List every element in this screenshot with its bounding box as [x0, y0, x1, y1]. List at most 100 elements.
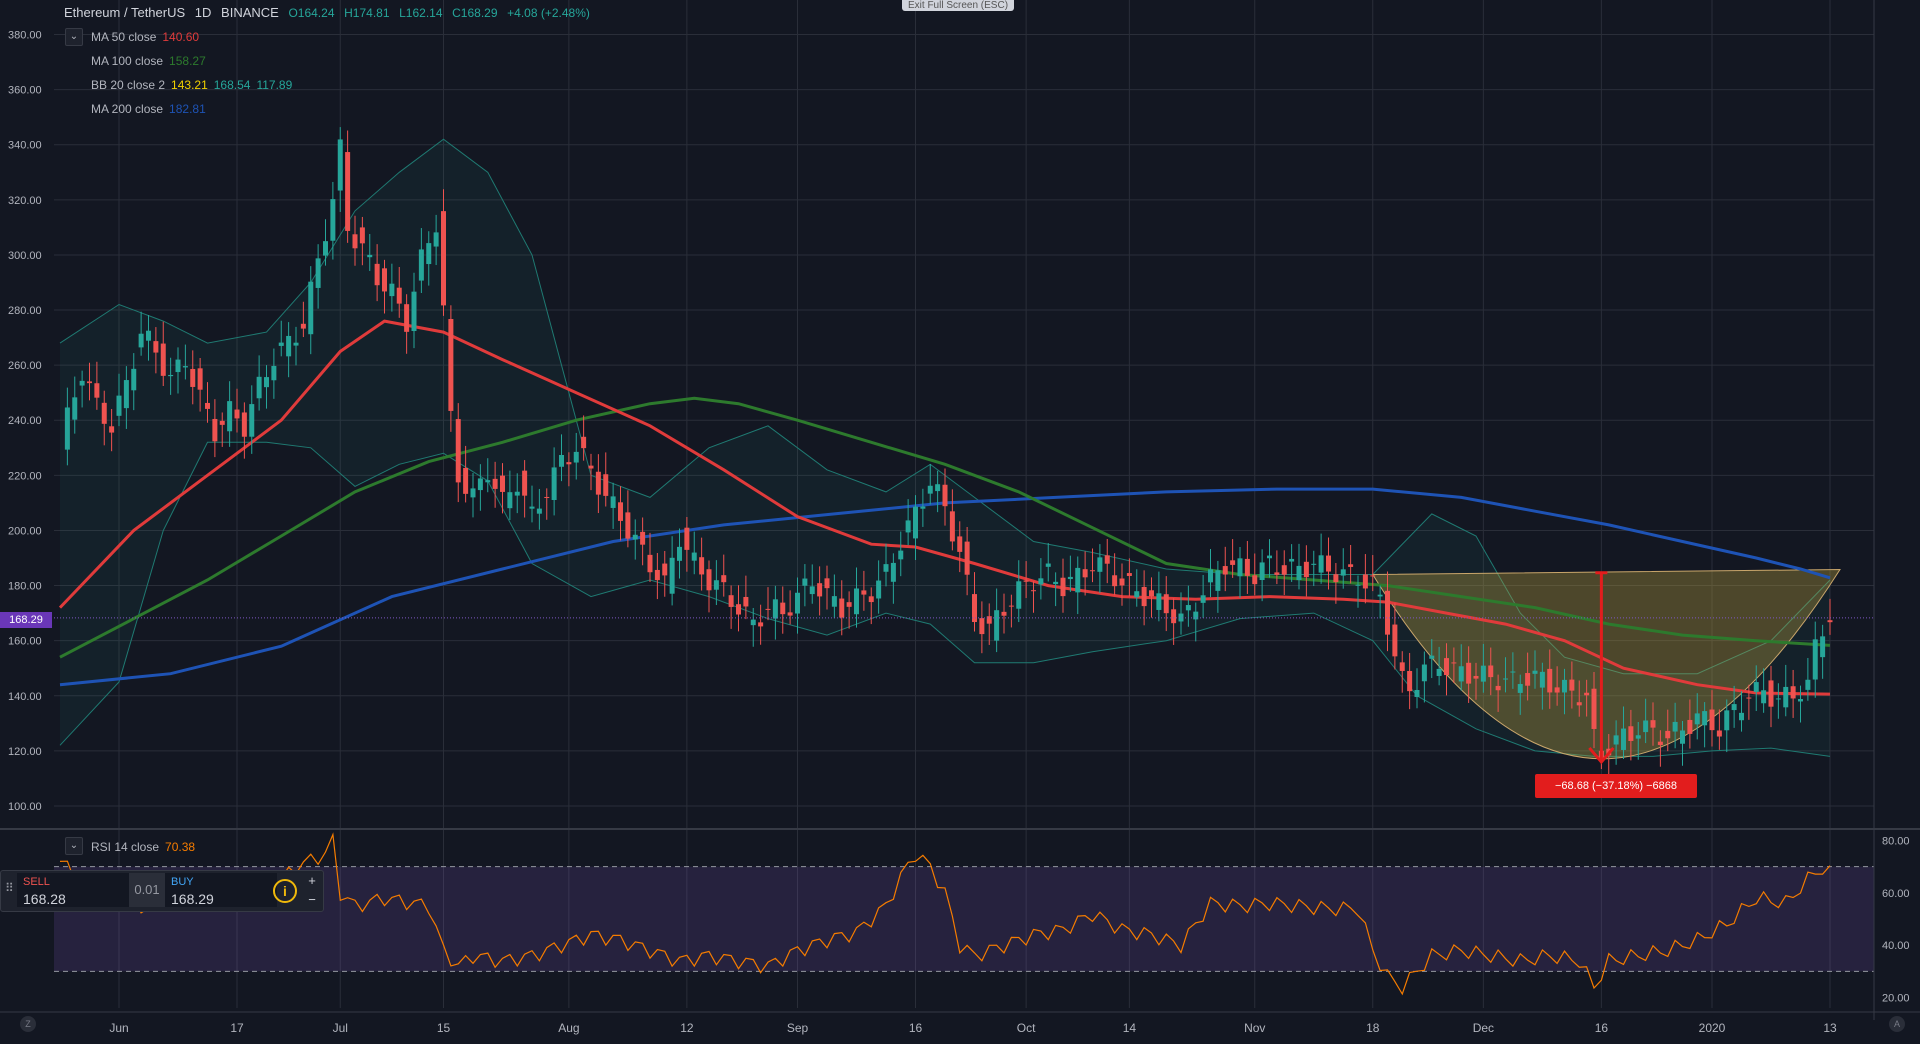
legend-ma100[interactable]: MA 100 close 158.27 [91, 54, 212, 68]
candle-body [1746, 697, 1752, 699]
collapse-indicators-icon[interactable]: ⌄ [65, 28, 83, 46]
candle-body [1458, 666, 1464, 682]
ma200-line [59, 487, 1831, 687]
price-tick-label: 140.00 [8, 691, 42, 703]
price-tick-label: 320.00 [8, 195, 42, 207]
info-icon[interactable]: i [273, 879, 297, 903]
candle-body [330, 199, 336, 241]
candle-body [1687, 719, 1693, 734]
candle-body [1753, 682, 1759, 692]
candle-body [1827, 620, 1833, 623]
candle-body [1768, 680, 1774, 707]
candle-body [1635, 735, 1641, 739]
time-tick-label: Dec [1473, 1021, 1494, 1035]
legend-rsi[interactable]: RSI 14 close 70.38 [91, 840, 201, 854]
candle-body [1119, 578, 1125, 586]
exit-fullscreen-button[interactable]: Exit Full Screen (ESC) [902, 0, 1015, 11]
candle-body [883, 564, 889, 572]
candle-body [1244, 558, 1250, 576]
high-value: H174.81 [344, 6, 390, 20]
candle-body [1001, 611, 1007, 616]
measurement-label[interactable]: −68.68 (−37.18%) −6868 [1535, 774, 1697, 798]
rsi-pane [54, 832, 1874, 996]
candle-body [972, 594, 977, 623]
price-tick-label: 340.00 [8, 140, 42, 152]
candle-body [94, 383, 100, 398]
interval[interactable]: 1D [194, 5, 212, 20]
sell-button[interactable]: SELL 168.28 [17, 873, 129, 907]
candle-body [345, 152, 351, 231]
candle-body [1643, 720, 1649, 733]
candle-body [1739, 712, 1744, 721]
ma100-line [59, 396, 1831, 659]
candle-body [1141, 586, 1147, 607]
candle-body [455, 419, 461, 483]
candle-body [72, 397, 78, 420]
candle-body [1628, 726, 1634, 741]
candle-body [1171, 609, 1177, 624]
legend-ma200[interactable]: MA 200 close 182.81 [91, 102, 212, 116]
collapse-rsi-icon[interactable]: ⌄ [65, 837, 83, 855]
price-tick-label: 260.00 [8, 360, 42, 372]
decrease-quantity-button[interactable]: − [308, 892, 316, 907]
candle-body [1348, 564, 1354, 567]
rsi-tick-label: 40.00 [1882, 940, 1910, 952]
measurement-arrow[interactable] [1588, 571, 1615, 765]
bb-lower-value: 117.89 [256, 78, 293, 92]
candle-body [1488, 665, 1494, 678]
candle-body [787, 612, 793, 616]
candle-body [264, 377, 269, 388]
candle-body [868, 596, 874, 603]
candle-body [824, 578, 830, 589]
candle-body [1385, 590, 1390, 635]
candle-body [1230, 560, 1236, 565]
candle-body [286, 335, 292, 357]
candle-body [1303, 561, 1309, 578]
symbol-name[interactable]: Ethereum / TetherUS [64, 5, 186, 20]
buy-button[interactable]: BUY 168.29 [165, 873, 277, 907]
price-tick-label: 200.00 [8, 525, 42, 537]
price-tick-label: 220.00 [8, 470, 42, 482]
candle-body [1377, 594, 1383, 597]
candle-body [463, 467, 469, 494]
candle-body [1650, 720, 1656, 728]
increase-quantity-button[interactable]: + [308, 873, 316, 888]
time-tick-label: Sep [787, 1021, 809, 1035]
time-tick-label: 16 [909, 1021, 923, 1035]
candle-body [1318, 555, 1324, 573]
candle-body [1584, 692, 1590, 696]
candle-body [1466, 662, 1472, 684]
candle-body [647, 554, 653, 573]
candle-body [175, 359, 181, 373]
candle-body [979, 618, 985, 635]
candle-body [588, 465, 594, 469]
quantity-input[interactable]: 0.01 [129, 873, 165, 907]
candle-body [109, 426, 115, 433]
candle-body [1090, 570, 1095, 572]
cup-pattern-drawing[interactable] [1371, 569, 1841, 760]
symbol-header: Ethereum / TetherUS 1D BINANCE O164.24 H… [64, 5, 596, 20]
candle-body [610, 496, 616, 508]
low-value: L162.14 [399, 6, 443, 20]
candle-body [890, 562, 896, 582]
auto-scale-button[interactable]: A [1889, 1016, 1905, 1032]
candle-body [1075, 567, 1081, 593]
legend-bb[interactable]: BB 20 close 2 143.21 168.54 117.89 [91, 78, 298, 92]
ma50-label: MA 50 close [91, 30, 157, 44]
time-tick-label: 15 [437, 1021, 451, 1035]
drag-handle-icon[interactable]: ⠿ [5, 881, 14, 895]
cup-shape [1371, 569, 1841, 760]
candle-body [1812, 639, 1818, 680]
candle-body [1569, 679, 1575, 691]
candle-body [138, 333, 144, 348]
candle-body [1259, 562, 1265, 581]
bb-basis-value: 143.21 [171, 78, 208, 92]
legend-ma50[interactable]: MA 50 close 140.60 [91, 30, 205, 44]
zoom-button[interactable]: Z [20, 1016, 36, 1032]
price-tick-label: 160.00 [8, 636, 42, 648]
candle-body [1414, 689, 1420, 697]
ma50-value: 140.60 [162, 30, 200, 44]
candle-body [1495, 685, 1501, 691]
